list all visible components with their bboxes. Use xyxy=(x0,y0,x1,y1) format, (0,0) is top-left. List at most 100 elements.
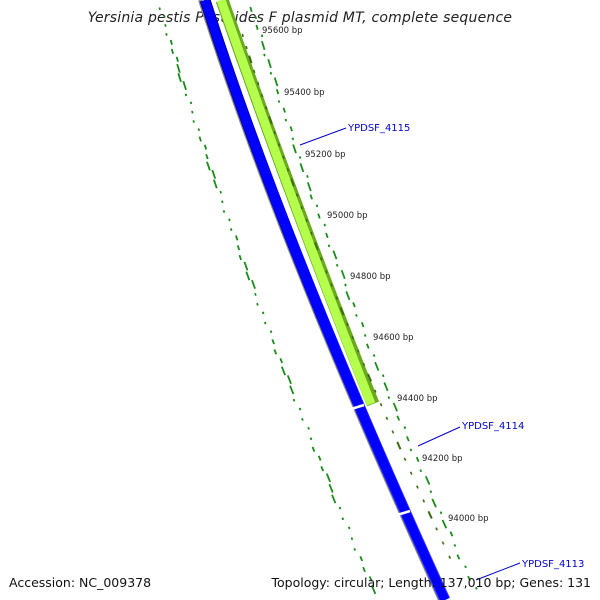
gc-dot xyxy=(219,190,222,194)
tick-label-94600: 94600 bp xyxy=(373,333,414,343)
gc-dot xyxy=(286,375,292,385)
gene-leader-4115 xyxy=(299,127,347,146)
scale-tick xyxy=(310,231,313,235)
gc-dot xyxy=(236,245,241,251)
gene-leader-4113 xyxy=(475,562,521,581)
gc-dot xyxy=(245,271,251,281)
scale-tick xyxy=(241,33,244,38)
gc-dot xyxy=(213,179,218,189)
gc-dot xyxy=(381,374,385,378)
gc-dot xyxy=(184,93,188,97)
gc-dot xyxy=(191,110,194,114)
gc-dot xyxy=(229,228,233,231)
gc-dot xyxy=(221,200,224,204)
gc-dot xyxy=(238,254,243,261)
gc-dot xyxy=(352,302,356,308)
gc-dot xyxy=(249,6,253,13)
gc-dot xyxy=(291,137,295,141)
gc-dot xyxy=(301,417,304,421)
gc-dot xyxy=(396,415,401,421)
tick-label-94800: 94800 bp xyxy=(350,272,391,282)
gc-dot xyxy=(429,490,433,494)
gc-dot xyxy=(299,163,305,173)
gc-dot xyxy=(176,63,181,74)
gc-dot xyxy=(263,321,267,325)
gc-dot xyxy=(271,339,275,345)
gene-label-4115[interactable]: YPDSF_4115 xyxy=(347,123,410,134)
gc-dot xyxy=(280,366,286,376)
accession-text: Accession: NC_009378 xyxy=(9,575,152,590)
gc-dot xyxy=(255,24,259,31)
gc-dot xyxy=(415,456,420,463)
gc-dot xyxy=(261,40,266,50)
gc-dot xyxy=(325,232,329,239)
gc-dot xyxy=(328,483,334,493)
gc-dot xyxy=(269,330,273,334)
tick-label-95000: 95000 bp xyxy=(327,211,368,221)
gc-dot xyxy=(419,469,423,473)
scale-tick xyxy=(286,168,290,172)
gc-dot xyxy=(327,244,331,248)
gc-dot xyxy=(424,475,431,485)
gc-dot xyxy=(355,313,358,317)
scale-tick xyxy=(346,322,349,327)
gc-dot xyxy=(345,291,351,301)
gc-dot xyxy=(306,175,309,178)
scale-tick xyxy=(362,362,366,366)
gc-dot xyxy=(341,517,345,521)
scale-tick xyxy=(435,527,438,531)
gc-dot xyxy=(363,333,367,337)
gc-dot xyxy=(222,210,226,213)
gc-dot xyxy=(311,446,316,452)
gc-dot xyxy=(298,156,302,159)
gc-dot xyxy=(256,302,259,306)
tick-label-95600: 95600 bp xyxy=(262,26,303,36)
gene-label-4113[interactable]: YPDSF_4113 xyxy=(521,559,584,570)
gc-dot xyxy=(309,194,313,200)
scale-tick xyxy=(385,416,389,420)
gc-dot xyxy=(298,407,302,411)
tick-labels: 95600 bp 95400 bp 95200 bp 95000 bp 9480… xyxy=(262,26,489,524)
gc-dot xyxy=(164,24,167,27)
gc-dot xyxy=(467,575,471,582)
gc-dot xyxy=(392,402,398,412)
gene-label-4114[interactable]: YPDSF_4114 xyxy=(461,421,524,432)
tick-label-94000: 94000 bp xyxy=(448,514,489,524)
gc-dot xyxy=(292,144,297,154)
map-title: Yersinia pestis Pestoides F plasmid MT, … xyxy=(87,10,513,26)
gc-dot xyxy=(475,586,478,590)
gc-dot xyxy=(254,292,257,296)
reverse-gene-arc xyxy=(215,0,380,407)
gc-dot xyxy=(189,101,193,105)
gc-dot xyxy=(335,263,339,267)
gc-dot xyxy=(340,269,346,279)
gc-dot xyxy=(273,349,278,355)
gc-dot xyxy=(284,118,288,122)
gc-dot xyxy=(338,506,342,510)
scale-tick xyxy=(273,130,276,135)
gc-dot xyxy=(464,565,467,569)
scale-tick xyxy=(282,155,285,160)
gc-dot xyxy=(273,77,279,87)
forward-gene-arc xyxy=(199,0,451,600)
gc-dot xyxy=(182,81,187,91)
gc-dot xyxy=(366,343,370,349)
gene-boundary-4114 xyxy=(347,403,365,412)
tick-label-94400: 94400 bp xyxy=(397,394,438,404)
scale-tick xyxy=(245,45,248,50)
scale-tick xyxy=(277,143,281,147)
scale-tick xyxy=(422,499,426,503)
gc-dot xyxy=(323,223,327,227)
gc-dot xyxy=(453,543,457,547)
gc-dot xyxy=(251,279,256,289)
gc-dot xyxy=(431,498,437,508)
gc-dot xyxy=(292,398,296,402)
scale-tick xyxy=(330,283,333,287)
gc-dot xyxy=(282,107,286,113)
gc-dot xyxy=(169,39,173,45)
gc-dot xyxy=(260,34,264,38)
gc-dot xyxy=(344,283,347,287)
scale-tick xyxy=(351,335,355,340)
scale-tick xyxy=(300,206,304,210)
gc-dot xyxy=(456,554,461,560)
